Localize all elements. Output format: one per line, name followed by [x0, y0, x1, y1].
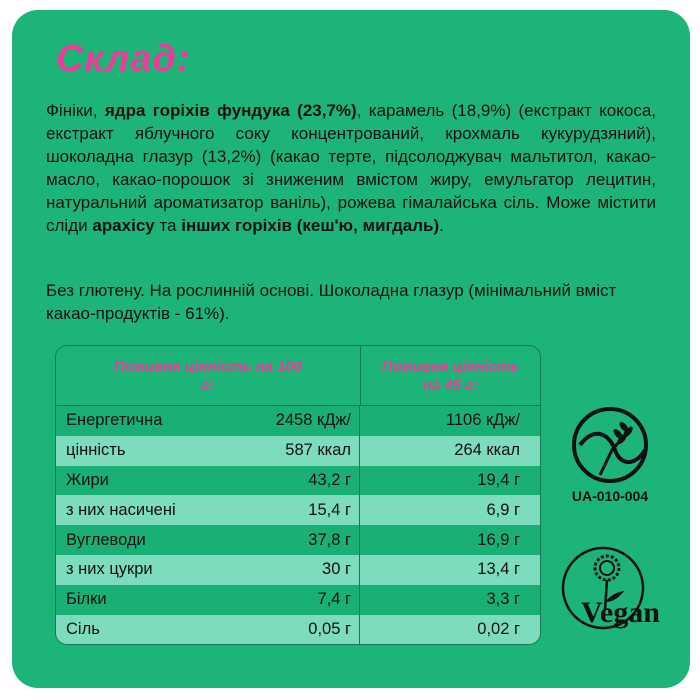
table-row: Жири 43,2 г 19,4 г: [56, 465, 540, 496]
value-45g: 13,4 г: [477, 560, 520, 579]
value-45g: 0,02 г: [477, 619, 520, 638]
value-45g: 3,3 г: [486, 590, 520, 609]
table-row: Енергетична 2458 кДж/1106 кДж/: [56, 406, 540, 436]
value-100g: 7,4 г: [317, 590, 351, 609]
value-100g: 37,8 г: [308, 530, 351, 549]
notes-text: Без глютену. На рослинній основі. Шокола…: [46, 281, 617, 323]
cell-100g: Вуглеводи 37,8 г: [56, 525, 360, 555]
value-100g: 2458 кДж/: [275, 411, 351, 430]
table-row: з них насичені 15,4 г 6,9 г: [56, 495, 540, 526]
ingredient-bold: ядра горіхів фундука (23,7%): [104, 101, 357, 120]
header-per-45g: Поживна цінність на 45 г:: [361, 346, 540, 405]
table-row: Вуглеводи 37,8 г 16,9 г: [56, 525, 540, 555]
nutrient-label: з них насичені: [66, 500, 176, 519]
value-100g: 43,2 г: [308, 470, 351, 489]
nutrition-table: Поживна цінність на 100 г: Поживна цінні…: [55, 345, 541, 645]
value-45g: 6,9 г: [486, 500, 520, 519]
cell-100g: з них цукри 30 г: [56, 554, 360, 585]
cell-100g: Сіль 0,05 г: [56, 614, 360, 644]
header-text: Поживна цінність на 100 г:: [113, 357, 303, 394]
nutrient-label: цінність: [66, 441, 126, 460]
table-row: цінність 587 ккал 264 ккал: [56, 435, 540, 466]
allergen-bold: арахісу: [92, 216, 155, 235]
value-100g: 30 г: [322, 560, 351, 579]
ingredient-text: Фініки,: [46, 101, 105, 120]
composition-title: Склад:: [56, 38, 191, 80]
ingredients-text: Фініки, ядра горіхів фундука (23,7%), ка…: [46, 99, 656, 237]
value-45g: 16,9 г: [477, 530, 520, 549]
table-row: Сіль 0,05 г 0,02 г: [56, 614, 540, 644]
nutrient-label: з них цукри: [66, 560, 153, 579]
nutrient-label: Жири: [66, 470, 109, 489]
ingredient-text: , карамель (18,9%) (екстракт кокоса, екс…: [46, 101, 656, 235]
vegan-icon: Vegan: [561, 546, 660, 630]
cell-100g: цінність 587 ккал: [56, 435, 360, 466]
gluten-free-icon: [572, 407, 648, 483]
table-header: Поживна цінність на 100 г: Поживна цінні…: [56, 346, 540, 406]
value-100g: 587 ккал: [285, 441, 351, 460]
nutrient-label: Вуглеводи: [66, 530, 146, 549]
cell-100g: Енергетична 2458 кДж/: [56, 406, 360, 436]
value-100g: 15,4 г: [308, 500, 351, 519]
nutrient-label: Білки: [66, 590, 107, 609]
cell-100g: Жири 43,2 г: [56, 465, 360, 496]
table-row: з них цукри 30 г 13,4 г: [56, 554, 540, 585]
cell-100g: Білки 7,4 г: [56, 584, 360, 615]
value-45g: 19,4 г: [477, 470, 520, 489]
cell-100g: з них насичені 15,4 г: [56, 495, 360, 526]
nutrient-label: Сіль: [66, 619, 100, 638]
value-100g: 0,05 г: [308, 619, 351, 638]
value-45g: 1106 кДж/: [445, 411, 520, 430]
table-row: Білки 7,4 г 3,3 г: [56, 584, 540, 615]
vegan-text: Vegan: [581, 596, 660, 629]
ingredient-text: .: [439, 216, 444, 235]
value-45g: 264 ккал: [454, 441, 520, 460]
gluten-free-code: UA-010-004: [571, 488, 649, 504]
header-per-100g: Поживна цінність на 100 г:: [56, 346, 361, 405]
nutrient-label: Енергетична: [66, 411, 163, 430]
ingredient-text: та: [154, 216, 182, 235]
allergen-bold: інших горіхів (кеш'ю, мигдаль): [181, 216, 440, 235]
header-text: Поживна цінність на 45 г:: [381, 357, 520, 394]
